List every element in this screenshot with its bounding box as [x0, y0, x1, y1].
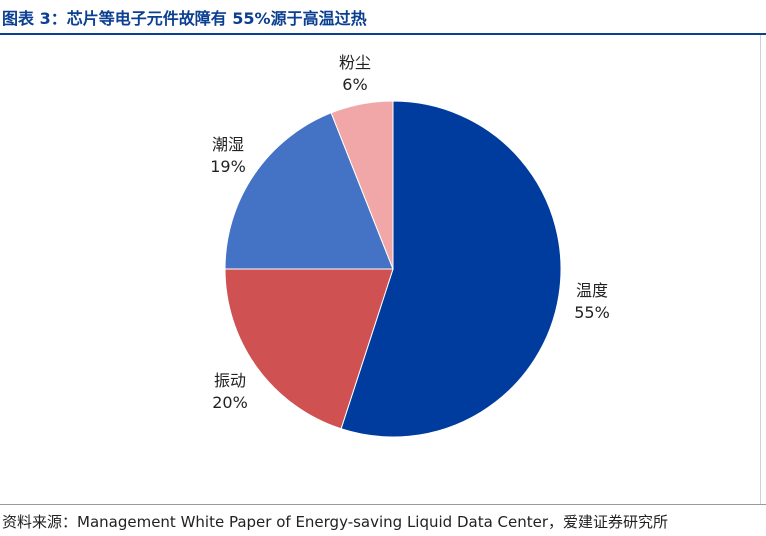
- right-border: [760, 35, 761, 504]
- chart-title: 图表 3：芯片等电子元件故障有 55%源于高温过热: [2, 9, 367, 28]
- source-divider: [0, 504, 766, 505]
- slice-percent-label: 55%: [574, 303, 610, 322]
- slice-percent-label: 6%: [342, 75, 367, 94]
- pie-slice-4: [330, 100, 394, 270]
- slice-category-label: 振动: [214, 371, 246, 390]
- slice-category-label: 潮湿: [212, 135, 244, 154]
- pie-labels: 温度 55% 振动 20% 潮湿 19% 粉尘 6%: [210, 53, 610, 412]
- pie-slice-2: [224, 268, 394, 430]
- pie-slice-1: [340, 100, 562, 438]
- slice-percent-label: 19%: [210, 157, 246, 176]
- pie-slice-3: [224, 112, 394, 270]
- source-note: 资料来源：Management White Paper of Energy-sa…: [2, 513, 669, 531]
- title-divider: [0, 33, 766, 35]
- slice-category-label: 温度: [576, 281, 608, 300]
- slice-category-label: 粉尘: [339, 53, 371, 72]
- slice-percent-label: 20%: [212, 393, 248, 412]
- pie-slices: [224, 100, 562, 438]
